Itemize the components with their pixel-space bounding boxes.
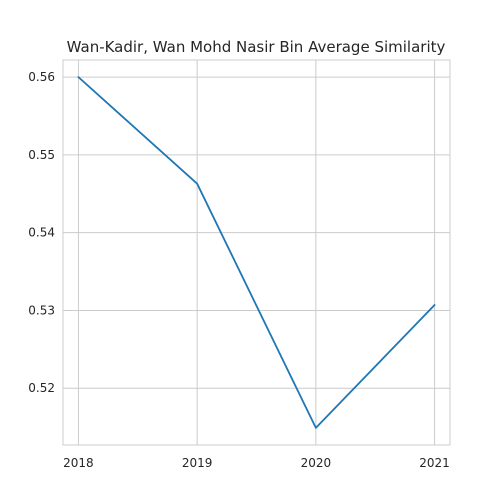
x-axis-tick-labels: 2018 2019 2020 2021 — [63, 456, 450, 470]
y-gridlines — [63, 76, 450, 389]
x-gridlines — [77, 60, 436, 445]
series-line — [77, 76, 436, 429]
x-tick-label: 2018 — [63, 456, 94, 470]
plot-area — [62, 59, 451, 446]
x-tick-label: 2019 — [182, 456, 213, 470]
x-tick-label: 2020 — [301, 456, 332, 470]
x-tick-label: 2021 — [419, 456, 450, 470]
y-tick-label: 0.54 — [28, 226, 55, 240]
y-tick-label: 0.53 — [28, 303, 55, 317]
y-tick-label: 0.56 — [28, 70, 55, 84]
y-tick-label: 0.52 — [28, 381, 55, 395]
y-tick-label: 0.55 — [28, 148, 55, 162]
chart-title: Wan-Kadir, Wan Mohd Nasir Bin Average Si… — [67, 38, 446, 56]
y-axis-tick-labels: 0.52 0.53 0.54 0.55 0.56 — [28, 70, 55, 395]
series-lines — [77, 76, 436, 429]
